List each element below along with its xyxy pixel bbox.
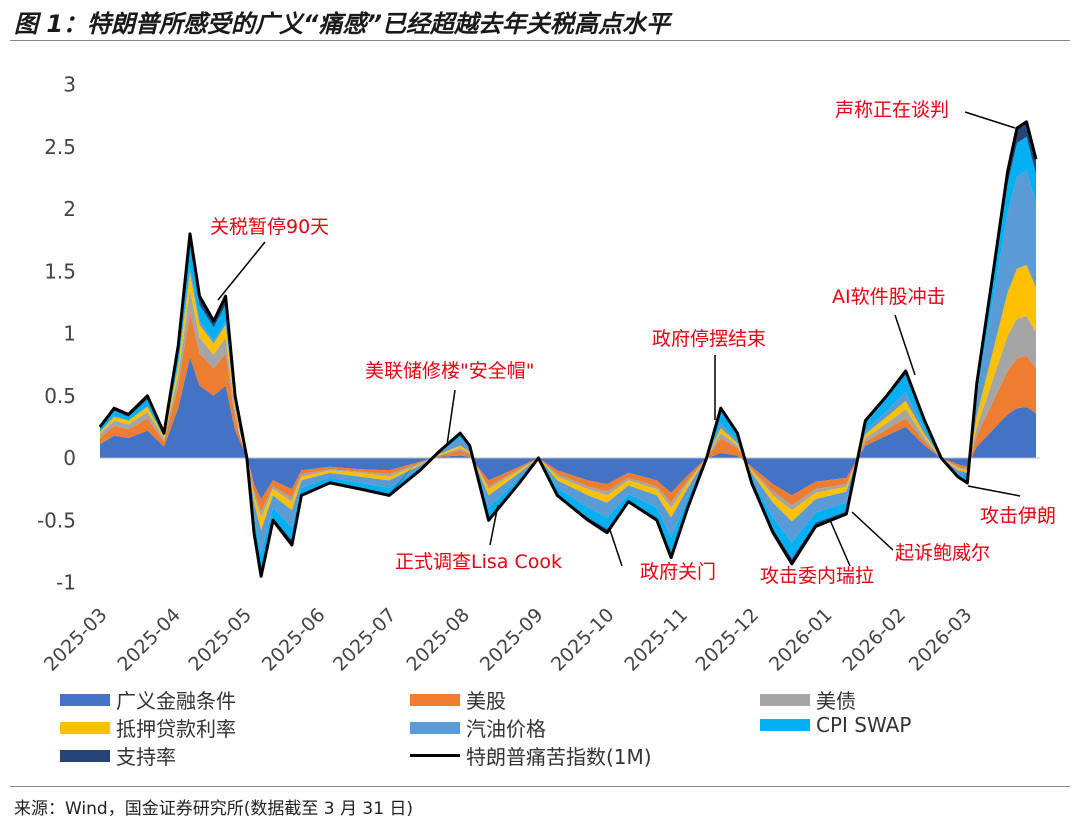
y-tick-label: 0 (63, 446, 76, 470)
x-tick-label: 2025-11 (620, 604, 692, 676)
area-series-1 (100, 357, 1036, 500)
legend-item: 汽油价格 (410, 713, 546, 742)
title-divider (10, 40, 1070, 41)
annotation-leader (446, 389, 456, 446)
legend-swatch (410, 754, 460, 757)
legend-swatch (410, 693, 460, 706)
x-tick-label: 2025-10 (547, 604, 619, 676)
annotation-leader (217, 241, 266, 301)
annotation-label: 政府停摆结束 (652, 328, 766, 350)
x-tick-label: 2026-03 (905, 604, 977, 676)
x-tick-label: 2025-07 (329, 604, 401, 676)
legend-item: 广义金融条件 (60, 685, 236, 714)
annotation-leader (851, 511, 894, 551)
source-note: 来源：Wind，国金证券研究所(数据截至 3 月 31 日) (14, 799, 414, 819)
legend-item: CPI SWAP (760, 713, 911, 737)
x-tick-label: 2025-03 (40, 604, 112, 676)
y-tick-label: 0.5 (44, 384, 76, 408)
legend-label: 支持率 (116, 745, 176, 769)
legend-label: 美债 (816, 689, 856, 713)
legend-swatch (60, 721, 110, 734)
legend-swatch (410, 721, 460, 734)
legend-label: CPI SWAP (816, 713, 912, 737)
y-tick-label: 1.5 (44, 259, 76, 283)
legend-label: 广义金融条件 (116, 689, 236, 713)
legend-swatch (760, 719, 810, 731)
legend-item: 特朗普痛苦指数(1M) (410, 741, 652, 770)
legend-swatch (60, 749, 110, 762)
annotation-label: 政府关门 (640, 561, 716, 583)
area-series-3 (100, 289, 1036, 518)
annotation-label: 起诉鲍威尔 (895, 542, 990, 564)
legend-item: 抵押贷款利率 (60, 713, 236, 742)
annotation-label: 攻击伊朗 (980, 505, 1056, 527)
legend-label: 特朗普痛苦指数(1M) (466, 745, 652, 769)
legend-item: 美股 (410, 685, 506, 714)
annotation-leader (894, 314, 916, 376)
figure-title: 图 1：特朗普所感受的广义“痛感”已经超越去年关税高点水平 (14, 10, 670, 38)
y-tick-label: -0.5 (37, 508, 76, 532)
annotation-leader (489, 504, 499, 546)
x-tick-label: 2025-09 (476, 604, 548, 676)
y-tick-label: -1 (56, 571, 76, 595)
index-line (98, 120, 1038, 578)
source-divider (10, 786, 1070, 787)
x-tick-label: 2026-01 (765, 604, 837, 676)
annotation-label: 美联储修楼"安全帽" (365, 360, 534, 382)
annotation-label: 攻击委内瑞拉 (760, 565, 874, 587)
annotation-leader (609, 529, 623, 567)
x-tick-label: 2026-02 (838, 604, 910, 676)
y-tick-label: 2 (63, 197, 76, 221)
y-tick-label: 2.5 (44, 135, 76, 159)
legend-label: 抵押贷款利率 (116, 717, 236, 741)
annotation-leader (829, 519, 851, 567)
legend-item: 美债 (760, 685, 856, 714)
y-tick-label: 3 (63, 73, 76, 97)
annotation-label: AI软件股冲击 (832, 286, 946, 308)
area-series-6 (100, 136, 1036, 572)
x-tick-label: 2025-06 (258, 604, 330, 676)
annotation-label: 正式调查Lisa Cook (395, 551, 562, 573)
x-tick-label: 2025-08 (402, 604, 474, 676)
area-series-2 (100, 312, 1036, 512)
x-tick-label: 2025-04 (113, 604, 185, 676)
x-tick-label: 2025-05 (184, 604, 256, 676)
x-tick-label: 2025-12 (691, 604, 763, 676)
y-tick-label: 1 (63, 322, 76, 346)
annotation-label: 关税暂停90天 (210, 216, 329, 238)
legend-swatch (760, 693, 810, 706)
legend-item: 支持率 (60, 741, 176, 770)
area-series-7 (100, 121, 1036, 577)
stacked-area-chart: 3 2.5 2 1.5 1 0.5 0 -0.5 -1 2025-03 2025-04 2025-05… (37, 73, 1056, 676)
annotation-label: 声称正在谈判 (835, 99, 949, 121)
annotation-leader (964, 111, 1016, 129)
annotation-leader (967, 485, 1021, 497)
legend-swatch (60, 693, 110, 706)
legend-label: 汽油价格 (466, 717, 546, 741)
legend-label: 美股 (466, 689, 506, 713)
